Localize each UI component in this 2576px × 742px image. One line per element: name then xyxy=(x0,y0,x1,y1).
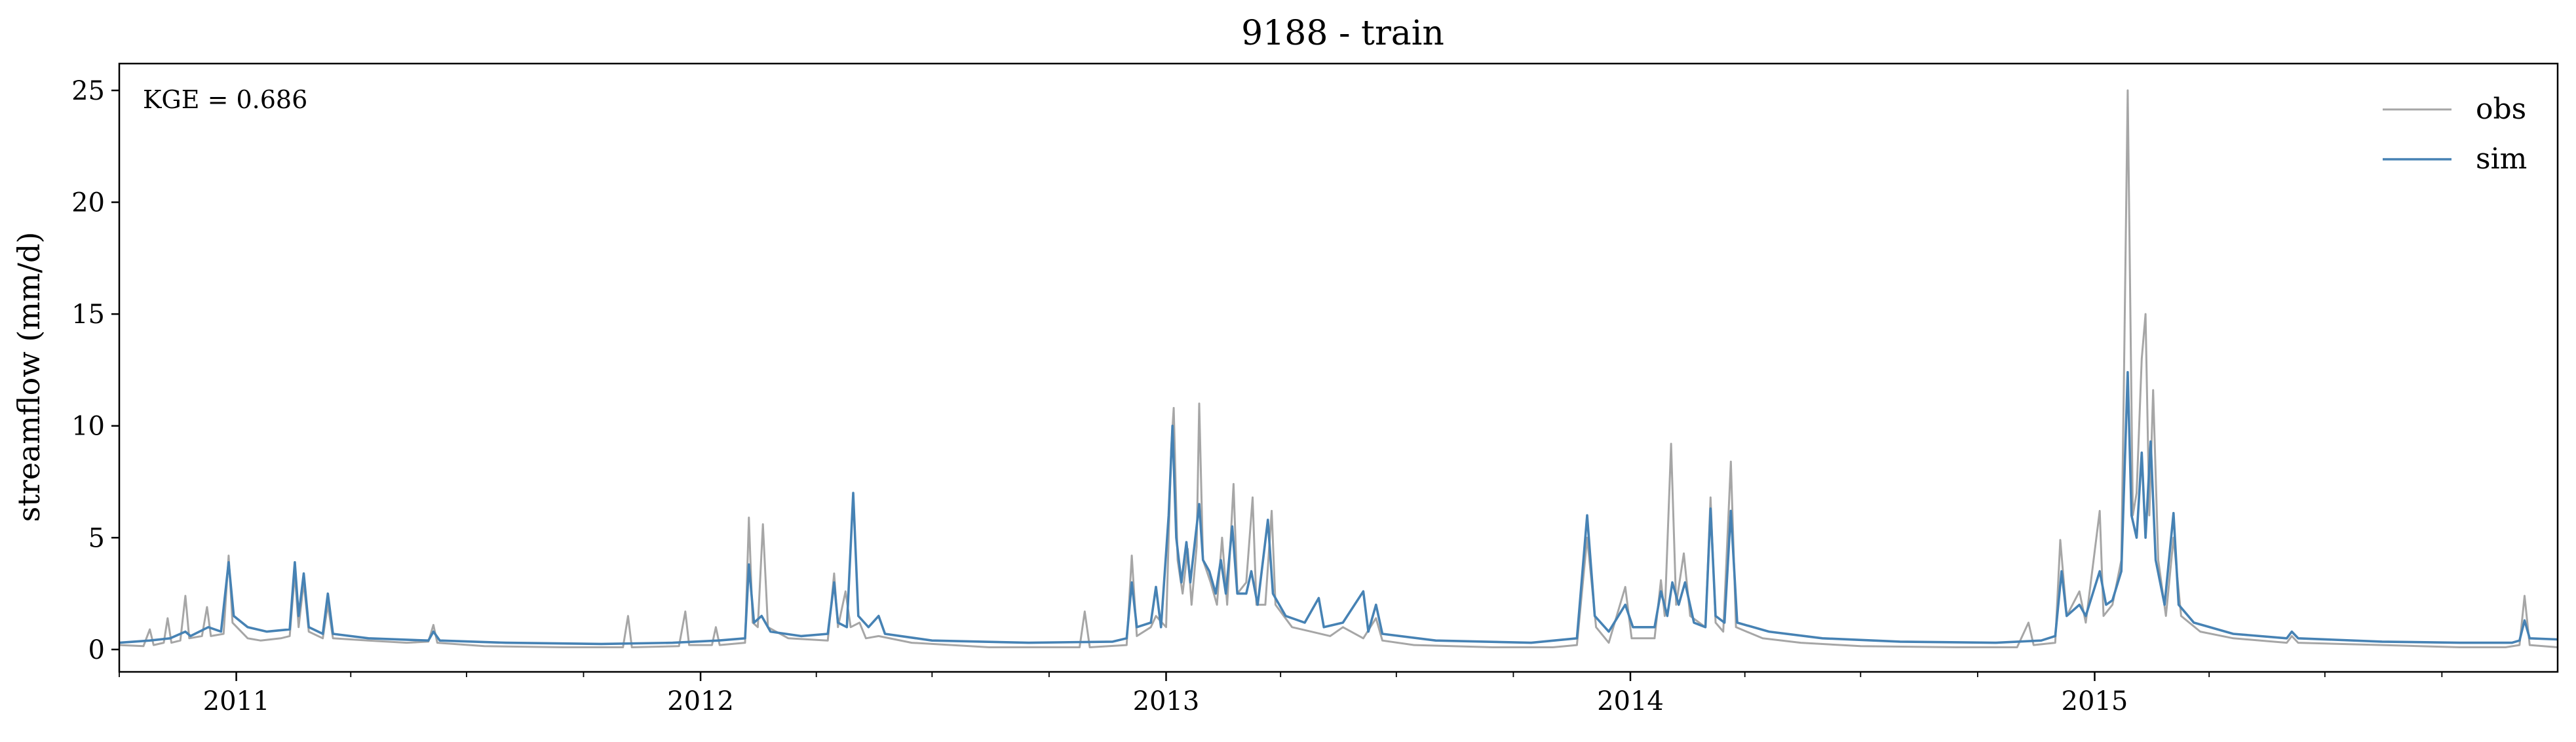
series-line-sim xyxy=(119,371,2558,646)
series-line-obs xyxy=(119,89,2558,648)
x-axis: 2011 2012 2013 2014 2015 xyxy=(119,672,2443,716)
y-axis: 0 5 10 15 20 25 xyxy=(71,76,119,665)
legend: obs sim xyxy=(2383,92,2527,176)
plot-area: 0 5 10 15 20 25 2011 2012 2013 2014 2015 KGE = 0.… xyxy=(71,62,2559,716)
y-axis-label: streamflow (mm/d) xyxy=(11,232,47,522)
x-tick-label: 2012 xyxy=(667,686,734,716)
legend-label-obs: obs xyxy=(2476,92,2526,126)
x-tick-label: 2015 xyxy=(2062,686,2128,716)
kge-annotation: KGE = 0.686 xyxy=(143,85,307,114)
chart-title: 9188 - train xyxy=(1241,14,1444,53)
x-tick-label: 2014 xyxy=(1597,686,1664,716)
x-tick-label: 2013 xyxy=(1133,686,1200,716)
y-tick-label: 25 xyxy=(71,76,105,106)
y-tick-label: 5 xyxy=(88,523,105,553)
series-layer xyxy=(119,89,2558,648)
y-tick-label: 0 xyxy=(88,635,105,665)
legend-label-sim: sim xyxy=(2476,142,2527,176)
y-tick-label: 20 xyxy=(71,188,105,218)
plot-frame xyxy=(118,62,2559,673)
x-tick-label: 2011 xyxy=(203,686,270,716)
y-tick-label: 15 xyxy=(71,300,105,330)
y-tick-label: 10 xyxy=(71,412,105,442)
